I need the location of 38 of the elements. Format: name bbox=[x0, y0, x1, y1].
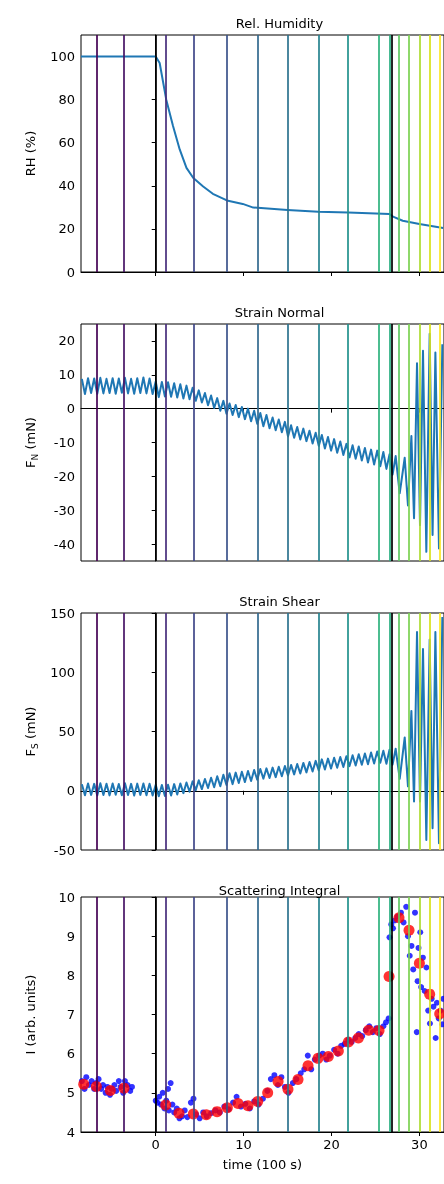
y-tick-label: 20 bbox=[58, 333, 75, 349]
y-tick-label: 6 bbox=[66, 1046, 75, 1062]
y-tick-label: 80 bbox=[58, 92, 75, 108]
chart-title: Strain Normal bbox=[234, 305, 325, 320]
y-tick-label: -40 bbox=[53, 536, 75, 552]
y-tick-label: -20 bbox=[53, 468, 75, 484]
y-tick-label: 10 bbox=[58, 889, 75, 905]
y-tick-label: 9 bbox=[66, 928, 75, 944]
y-tick-label: 0 bbox=[66, 264, 75, 280]
y-tick-label: -30 bbox=[53, 502, 75, 518]
x-tick-label: 30 bbox=[411, 1137, 428, 1152]
y-tick-label: 40 bbox=[58, 178, 75, 194]
y-tick-label: 10 bbox=[58, 367, 75, 383]
y-tick-label: 0 bbox=[66, 401, 75, 417]
y-tick-label: 0 bbox=[66, 783, 75, 799]
y-tick-label: 100 bbox=[50, 664, 75, 680]
y-tick-label: 20 bbox=[58, 221, 75, 237]
y-axis-title: I (arb. units) bbox=[23, 974, 38, 1055]
y-tick-label: 8 bbox=[66, 967, 75, 983]
y-axis-title: FN (mN) bbox=[23, 417, 40, 468]
chart-title: Strain Shear bbox=[239, 594, 321, 609]
x-tick-label: 0 bbox=[151, 1137, 160, 1152]
x-axis-title: time (100 s) bbox=[222, 1157, 303, 1172]
chart-title: Rel. Humidity bbox=[235, 16, 324, 31]
y-axis-title: RH (%) bbox=[23, 130, 38, 177]
y-tick-label: 7 bbox=[66, 1007, 75, 1022]
y-tick-label: 60 bbox=[58, 135, 75, 151]
y-tick-label: -10 bbox=[53, 435, 75, 450]
chart-title: Scattering Integral bbox=[218, 883, 341, 898]
x-tick-label: 10 bbox=[235, 1137, 252, 1152]
y-tick-label: 50 bbox=[58, 724, 75, 739]
y-tick-label: 5 bbox=[66, 1085, 75, 1101]
y-tick-label: 150 bbox=[50, 605, 75, 621]
y-axis-title: FS (mN) bbox=[23, 706, 40, 757]
x-tick-label: 20 bbox=[323, 1137, 340, 1152]
y-tick-label: 4 bbox=[66, 1124, 75, 1140]
y-tick-label: 100 bbox=[50, 49, 75, 65]
y-tick-label: -50 bbox=[53, 842, 75, 858]
